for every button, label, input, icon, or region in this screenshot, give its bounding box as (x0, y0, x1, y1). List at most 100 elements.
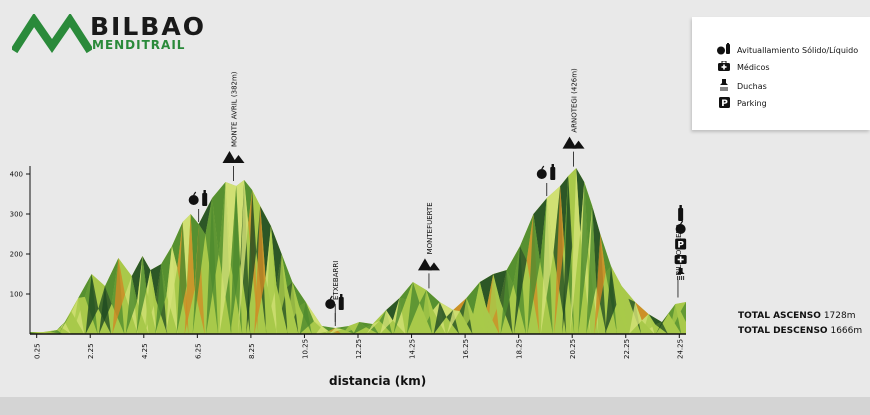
annotation-label: MONTEFUERTE (426, 202, 434, 254)
profile-facet (236, 180, 245, 264)
bottle-cap (340, 294, 343, 297)
profile-facet (611, 266, 622, 305)
profile-facet (584, 182, 593, 251)
profile-facet (198, 198, 213, 235)
profile-facet (380, 310, 393, 334)
profile-facet (466, 282, 480, 315)
mountain-icon (427, 262, 440, 271)
profile-facet (206, 198, 219, 334)
profile-facet (506, 246, 520, 285)
x-tick-label: 6.25 (194, 343, 202, 359)
y-tick-label: 300 (10, 211, 23, 219)
profile-facet (246, 190, 257, 334)
profile-facet (568, 168, 577, 247)
profile-facet (292, 282, 306, 307)
profile-facet (286, 282, 300, 334)
profile-facet (171, 222, 183, 268)
svg-text:P: P (721, 99, 728, 108)
profile-facet (150, 264, 162, 300)
x-tick-label: 8.25 (248, 343, 256, 359)
profile-facet (299, 302, 314, 334)
profile-facet (560, 176, 569, 245)
profile-facet (570, 168, 581, 334)
profile-facet (252, 190, 261, 252)
profile-facet (58, 311, 72, 334)
profile-facet (335, 326, 349, 330)
profile-facet (50, 330, 63, 334)
profile-facet (519, 214, 534, 261)
profile-facet (305, 302, 322, 326)
profile-facet (655, 313, 669, 334)
parking-letter: P (677, 241, 684, 251)
x-tick-label: 22.25 (623, 339, 631, 359)
profile-facet (112, 258, 126, 334)
y-tick-label: 200 (10, 251, 23, 259)
x-tick-label: 0.25 (34, 343, 42, 359)
bottle-icon (550, 167, 556, 180)
profile-facet (675, 302, 686, 312)
profile-facet (144, 270, 156, 334)
profile-facet (600, 234, 612, 273)
profile-facet (372, 310, 387, 324)
x-tick-label: 16.25 (462, 339, 470, 359)
bottle-icon (338, 297, 344, 310)
profile-facet (605, 266, 617, 334)
profile-facet (615, 286, 629, 334)
profile-facet (540, 198, 554, 334)
profile-facet (420, 290, 433, 334)
profile-facet (348, 322, 360, 329)
profile-facet (460, 298, 474, 334)
profile-facet (260, 206, 271, 279)
profile-facet (131, 256, 143, 302)
x-tick-label: 14.25 (409, 339, 417, 359)
profile-facet (219, 182, 231, 334)
profile-facet (182, 214, 191, 286)
medical-kit-icon (716, 60, 732, 73)
profile-facet (594, 234, 606, 334)
profile-facet (190, 214, 199, 290)
profile-facet (359, 322, 373, 328)
apple-icon (188, 195, 199, 205)
profile-facet (453, 298, 467, 312)
profile-facet (447, 310, 460, 334)
profile-facet (118, 258, 132, 295)
profile-facet (578, 182, 589, 334)
profile-facet (554, 186, 565, 334)
profile-facet (576, 168, 585, 233)
legend-item-aid: Avituallamiento Sólido/Líquido (716, 43, 858, 57)
profile-facet (238, 180, 249, 334)
shower-icon (716, 79, 732, 93)
x-axis-title: distancia (km) (329, 374, 427, 388)
profile-facet (592, 206, 601, 287)
mountain-icon (222, 151, 237, 163)
axes: 0.25 2.25 4.25 6.25 8.25 10.25 12.25 14.25 16.25… (10, 166, 686, 359)
total-descent-value: 1666m (830, 326, 863, 336)
profile-facet (315, 326, 329, 334)
profile-facet (527, 214, 541, 334)
profile-facet (629, 302, 642, 334)
legend-label: Duchas (737, 81, 767, 91)
profile-facet (473, 282, 487, 334)
legend-label: Médicos (737, 62, 770, 72)
profile-facet (500, 270, 514, 334)
profile-facet (648, 314, 662, 325)
profile-facet (244, 180, 253, 224)
profile-facet (329, 328, 342, 334)
profile-facet (85, 274, 99, 334)
x-tick-label: 24.25 (676, 339, 684, 359)
profile-facet (98, 286, 112, 334)
profile-facet (176, 222, 187, 334)
bottle-cap (679, 205, 682, 208)
profile-facet (240, 180, 251, 334)
profile-facet (353, 322, 367, 334)
profile-facet (399, 282, 413, 300)
profile-facet (642, 314, 656, 334)
profile-facet (230, 186, 241, 334)
logo-mountains-icon (12, 14, 92, 54)
apple-stem (329, 295, 333, 300)
profile-facet (142, 256, 151, 290)
x-tick-label: 4.25 (141, 343, 149, 359)
profile-facet (275, 254, 288, 334)
profile-facet (161, 246, 172, 295)
